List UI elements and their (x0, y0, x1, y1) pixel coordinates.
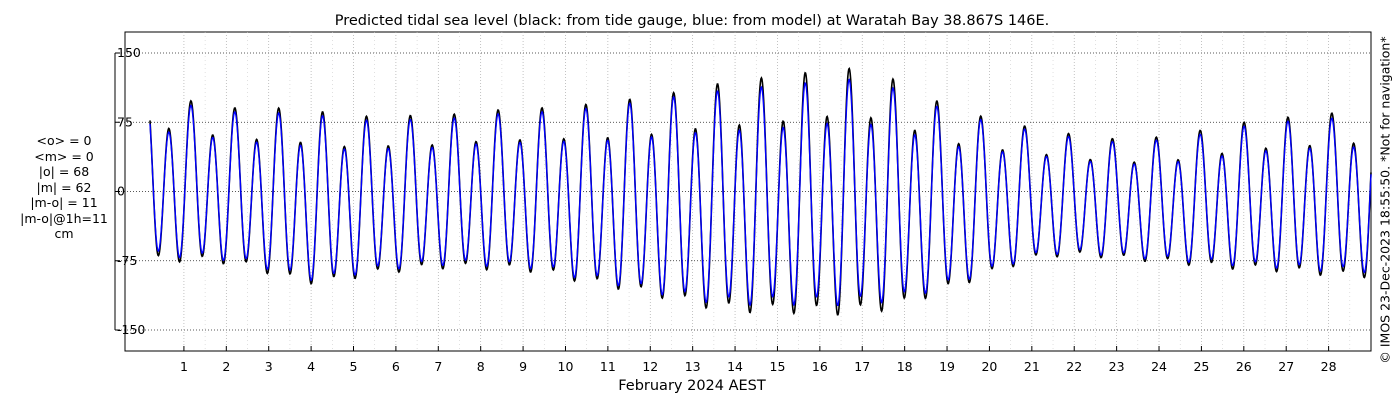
x-tick-label-8: 8 (477, 359, 485, 374)
x-tick-label-13: 13 (685, 359, 701, 374)
x-tick-label-5: 5 (350, 359, 358, 374)
x-tick-label-1: 1 (180, 359, 188, 374)
x-tick-label-14: 14 (727, 359, 743, 374)
x-tick-label-10: 10 (558, 359, 574, 374)
y-axis: -150 -75 0 75 150 (114, 45, 145, 337)
stats-line-unit: cm (54, 226, 74, 241)
x-tick-label-7: 7 (434, 359, 442, 374)
x-tick-label-28: 28 (1321, 359, 1337, 374)
x-tick-label-27: 27 (1278, 359, 1294, 374)
y-tick-label-150: 150 (117, 45, 141, 60)
x-axis: 1 2 3 4 5 6 7 8 9 10 11 12 13 14 15 16 17 18 19 20 21 22 23 24 2… (180, 346, 1337, 374)
y-tick-label-75: 75 (117, 114, 133, 129)
stats-panel: <o> = 0 <m> = 0 |o| = 68 |m| = 62 |m-o| … (14, 133, 114, 242)
x-tick-label-17: 17 (854, 359, 870, 374)
x-tick-label-9: 9 (519, 359, 527, 374)
x-tick-label-20: 20 (981, 359, 997, 374)
series-line-model (149, 78, 1372, 307)
x-tick-label-2: 2 (222, 359, 230, 374)
x-tick-label-19: 19 (939, 359, 955, 374)
stats-line-mean-observed: <o> = 0 (36, 133, 92, 148)
stats-line-mean-model: <m> = 0 (34, 148, 94, 164)
x-tick-label-15: 15 (770, 359, 786, 374)
x-tick-label-18: 18 (897, 359, 913, 374)
stats-line-abs-diff-1h: |m-o|@1h=11 (20, 210, 108, 226)
x-tick-label-26: 26 (1236, 359, 1252, 374)
x-tick-label-16: 16 (812, 359, 828, 374)
stats-line-abs-diff: |m-o| = 11 (30, 195, 98, 210)
x-tick-label-3: 3 (265, 359, 273, 374)
y-tick-label--150: -150 (117, 322, 145, 337)
stats-line-abs-observed: |o| = 68 (38, 164, 90, 179)
x-tick-label-22: 22 (1066, 359, 1082, 374)
y-tick-label-0: 0 (117, 184, 125, 199)
x-tick-label-11: 11 (600, 359, 616, 374)
x-axis-label: February 2024 AEST (618, 378, 766, 394)
x-tick-label-6: 6 (392, 359, 400, 374)
stats-line-abs-model: |m| = 62 (36, 179, 92, 195)
y-tick-label--75: -75 (117, 253, 137, 268)
series-layer (149, 67, 1372, 316)
x-tick-label-12: 12 (642, 359, 658, 374)
x-tick-label-25: 25 (1193, 359, 1209, 374)
x-tick-label-4: 4 (307, 359, 315, 374)
x-tick-label-24: 24 (1151, 359, 1167, 374)
chart-title: Predicted tidal sea level (black: from t… (335, 13, 1050, 29)
x-tick-label-21: 21 (1024, 359, 1040, 374)
x-tick-label-23: 23 (1109, 359, 1125, 374)
